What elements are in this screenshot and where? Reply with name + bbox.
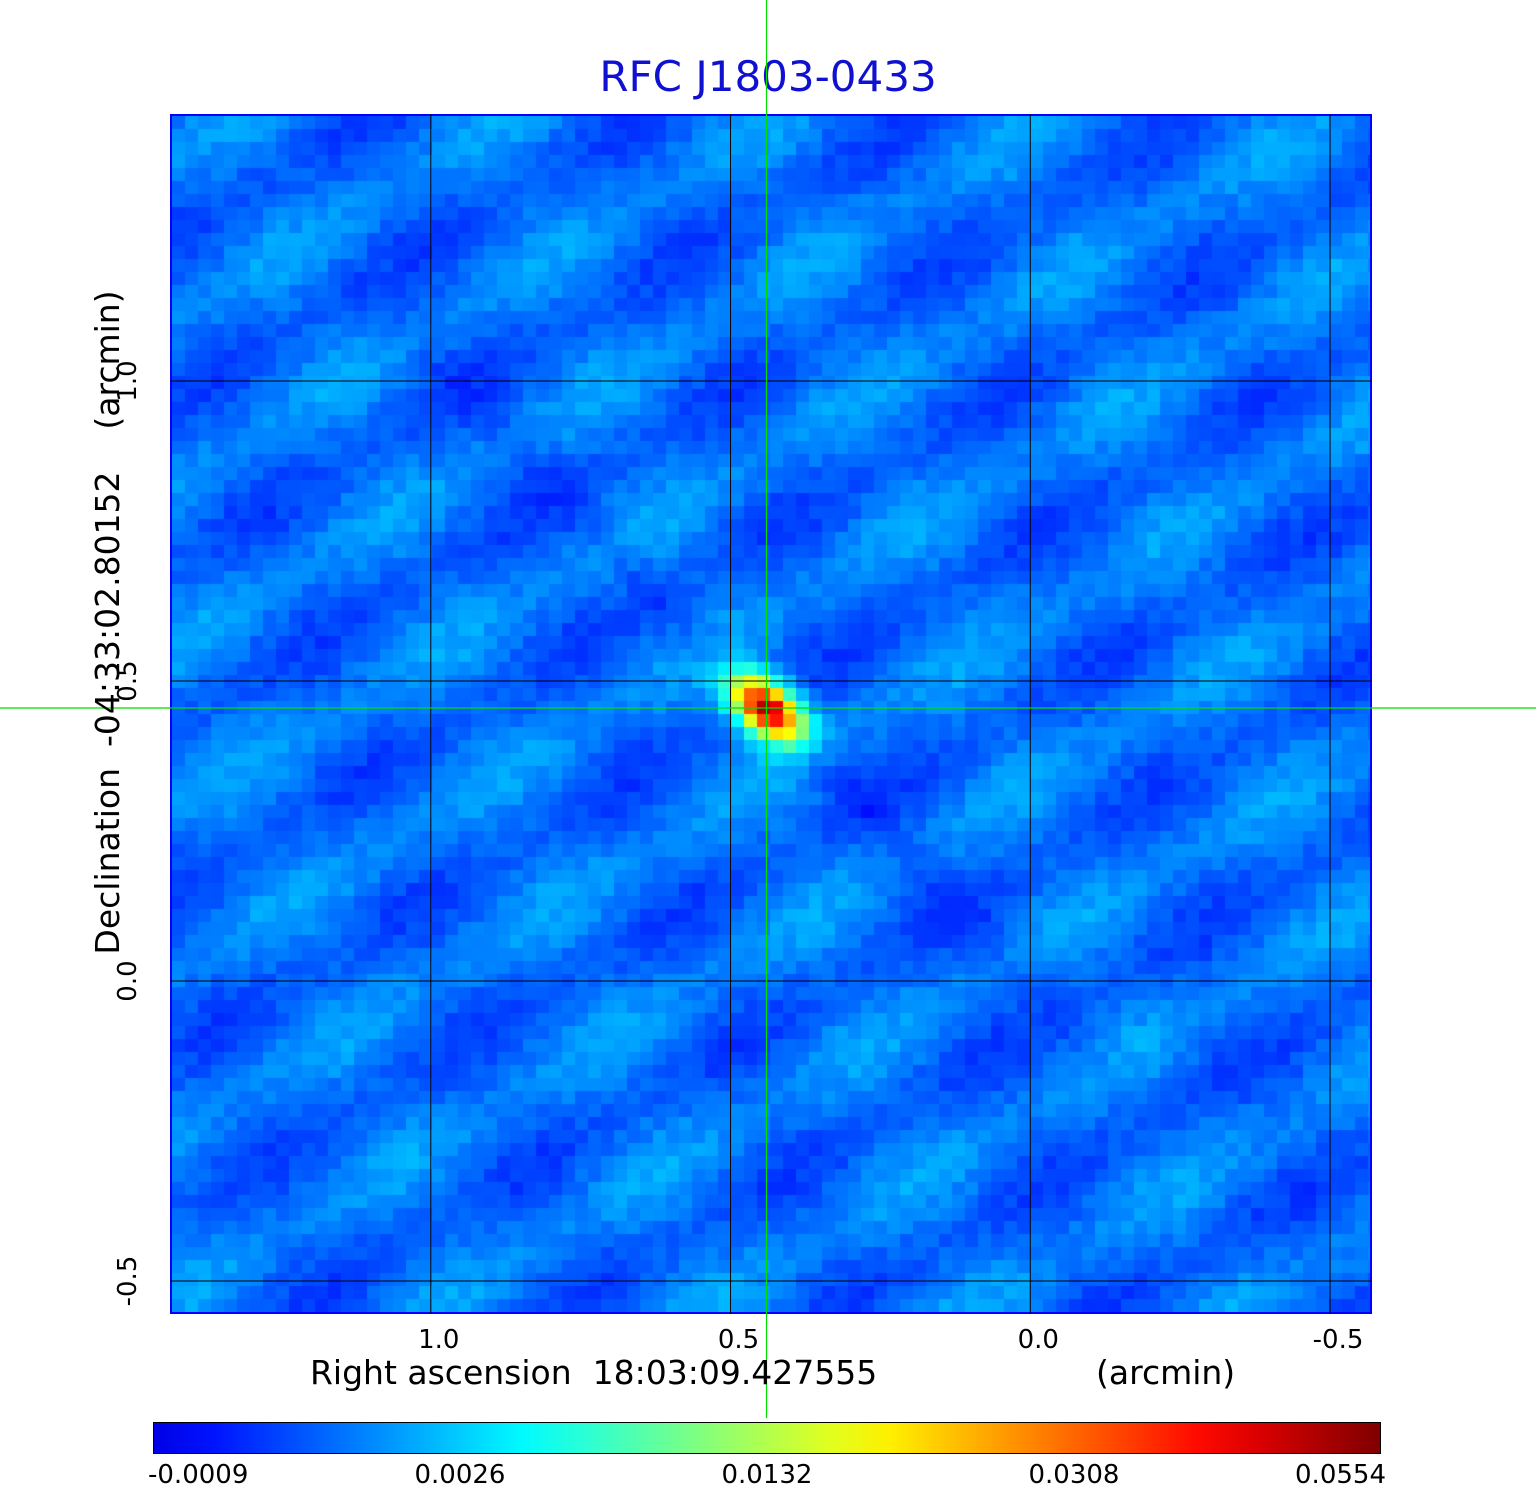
x-tick-label: 1.0	[418, 1325, 460, 1355]
chart-title: RFC J1803-0433	[599, 52, 937, 101]
colorbar-tick-label: 0.0026	[414, 1460, 506, 1490]
x-tick-label: 0.5	[717, 1325, 760, 1355]
colorbar-tick-label: 0.0554	[1295, 1460, 1386, 1490]
y-tick-label: -0.5	[113, 1255, 143, 1307]
intensity-map	[172, 116, 1370, 1312]
x-axis-label: Right ascension 18:03:09.427555	[310, 1353, 878, 1392]
x-tick-label: 0.0	[1017, 1325, 1059, 1355]
x-axis-unit: (arcmin)	[1096, 1353, 1236, 1392]
colorbar-tick-label: 0.0132	[721, 1460, 813, 1490]
colorbar	[153, 1422, 1381, 1454]
y-axis-unit: (arcmin)	[88, 290, 127, 430]
x-tick-label: -0.5	[1312, 1325, 1364, 1355]
colorbar-tick-label: 0.0308	[1028, 1460, 1120, 1490]
colorbar-tick-label: -0.0009	[148, 1460, 249, 1490]
map-frame	[170, 114, 1372, 1314]
